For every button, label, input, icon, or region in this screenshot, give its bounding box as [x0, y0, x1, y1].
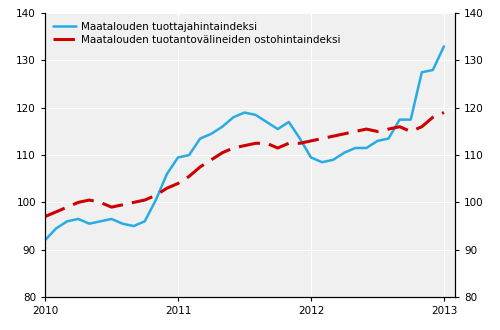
Legend: Maatalouden tuottajahintaindeksi, Maatalouden tuotantovälineiden ostohintaindeks: Maatalouden tuottajahintaindeksi, Maatal…	[50, 18, 344, 48]
Maatalouden tuottajahintaindeksi	[242, 111, 248, 115]
Maatalouden tuottajahintaindeksi	[430, 68, 436, 72]
Maatalouden tuotantovälineiden ostohintaindeksi	[242, 144, 248, 148]
Maatalouden tuottajahintaindeksi	[197, 137, 203, 141]
Maatalouden tuotantovälineiden ostohintaindeksi	[186, 174, 192, 178]
Maatalouden tuottajahintaindeksi	[130, 224, 136, 228]
Maatalouden tuottajahintaindeksi	[386, 137, 392, 141]
Maatalouden tuottajahintaindeksi	[341, 151, 347, 155]
Maatalouden tuottajahintaindeksi	[330, 158, 336, 162]
Maatalouden tuotantovälineiden ostohintaindeksi	[208, 158, 214, 162]
Maatalouden tuotantovälineiden ostohintaindeksi	[175, 182, 181, 185]
Maatalouden tuotantovälineiden ostohintaindeksi	[108, 205, 114, 209]
Maatalouden tuottajahintaindeksi	[252, 113, 258, 117]
Maatalouden tuottajahintaindeksi	[42, 238, 48, 242]
Maatalouden tuottajahintaindeksi	[408, 117, 414, 121]
Maatalouden tuottajahintaindeksi	[319, 160, 325, 164]
Maatalouden tuotantovälineiden ostohintaindeksi	[75, 200, 81, 204]
Maatalouden tuotantovälineiden ostohintaindeksi	[374, 129, 380, 133]
Line: Maatalouden tuottajahintaindeksi: Maatalouden tuottajahintaindeksi	[45, 46, 444, 240]
Maatalouden tuotantovälineiden ostohintaindeksi	[364, 127, 370, 131]
Maatalouden tuotantovälineiden ostohintaindeksi	[98, 200, 103, 204]
Maatalouden tuotantovälineiden ostohintaindeksi	[297, 141, 303, 145]
Maatalouden tuottajahintaindeksi	[364, 146, 370, 150]
Maatalouden tuottajahintaindeksi	[75, 217, 81, 221]
Maatalouden tuottajahintaindeksi	[186, 153, 192, 157]
Maatalouden tuotantovälineiden ostohintaindeksi	[274, 146, 280, 150]
Maatalouden tuottajahintaindeksi	[142, 219, 148, 223]
Maatalouden tuotantovälineiden ostohintaindeksi	[197, 165, 203, 169]
Maatalouden tuottajahintaindeksi	[297, 137, 303, 141]
Maatalouden tuottajahintaindeksi	[396, 117, 402, 121]
Maatalouden tuottajahintaindeksi	[108, 217, 114, 221]
Maatalouden tuotantovälineiden ostohintaindeksi	[330, 134, 336, 138]
Maatalouden tuotantovälineiden ostohintaindeksi	[408, 129, 414, 133]
Maatalouden tuotantovälineiden ostohintaindeksi	[419, 125, 425, 129]
Maatalouden tuotantovälineiden ostohintaindeksi	[430, 115, 436, 119]
Maatalouden tuotantovälineiden ostohintaindeksi	[441, 111, 447, 115]
Maatalouden tuottajahintaindeksi	[441, 44, 447, 48]
Maatalouden tuotantovälineiden ostohintaindeksi	[341, 132, 347, 136]
Maatalouden tuottajahintaindeksi	[153, 198, 159, 202]
Maatalouden tuotantovälineiden ostohintaindeksi	[319, 137, 325, 141]
Maatalouden tuotantovälineiden ostohintaindeksi	[142, 198, 148, 202]
Maatalouden tuotantovälineiden ostohintaindeksi	[130, 200, 136, 204]
Maatalouden tuotantovälineiden ostohintaindeksi	[352, 129, 358, 133]
Maatalouden tuotantovälineiden ostohintaindeksi	[153, 193, 159, 197]
Maatalouden tuottajahintaindeksi	[220, 125, 226, 129]
Maatalouden tuotantovälineiden ostohintaindeksi	[286, 141, 292, 145]
Maatalouden tuottajahintaindeksi	[352, 146, 358, 150]
Maatalouden tuottajahintaindeksi	[264, 120, 270, 124]
Maatalouden tuotantovälineiden ostohintaindeksi	[230, 146, 236, 150]
Maatalouden tuotantovälineiden ostohintaindeksi	[252, 141, 258, 145]
Maatalouden tuottajahintaindeksi	[208, 132, 214, 136]
Maatalouden tuotantovälineiden ostohintaindeksi	[264, 141, 270, 145]
Maatalouden tuottajahintaindeksi	[419, 70, 425, 74]
Maatalouden tuotantovälineiden ostohintaindeksi	[64, 205, 70, 209]
Maatalouden tuottajahintaindeksi	[86, 222, 92, 226]
Maatalouden tuottajahintaindeksi	[230, 115, 236, 119]
Maatalouden tuotantovälineiden ostohintaindeksi	[164, 186, 170, 190]
Maatalouden tuottajahintaindeksi	[98, 219, 103, 223]
Maatalouden tuotantovälineiden ostohintaindeksi	[220, 151, 226, 155]
Line: Maatalouden tuotantovälineiden ostohintaindeksi: Maatalouden tuotantovälineiden ostohinta…	[45, 113, 444, 216]
Maatalouden tuotantovälineiden ostohintaindeksi	[42, 214, 48, 218]
Maatalouden tuottajahintaindeksi	[64, 219, 70, 223]
Maatalouden tuottajahintaindeksi	[374, 139, 380, 143]
Maatalouden tuotantovälineiden ostohintaindeksi	[396, 125, 402, 129]
Maatalouden tuotantovälineiden ostohintaindeksi	[86, 198, 92, 202]
Maatalouden tuotantovälineiden ostohintaindeksi	[53, 210, 59, 214]
Maatalouden tuottajahintaindeksi	[274, 127, 280, 131]
Maatalouden tuotantovälineiden ostohintaindeksi	[308, 139, 314, 143]
Maatalouden tuottajahintaindeksi	[286, 120, 292, 124]
Maatalouden tuottajahintaindeksi	[120, 222, 126, 226]
Maatalouden tuotantovälineiden ostohintaindeksi	[120, 203, 126, 207]
Maatalouden tuottajahintaindeksi	[164, 172, 170, 176]
Maatalouden tuottajahintaindeksi	[53, 226, 59, 230]
Maatalouden tuottajahintaindeksi	[175, 155, 181, 159]
Maatalouden tuotantovälineiden ostohintaindeksi	[386, 127, 392, 131]
Maatalouden tuottajahintaindeksi	[308, 155, 314, 159]
